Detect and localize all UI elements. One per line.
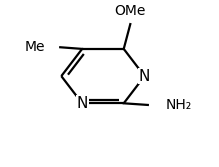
Text: OMe: OMe (115, 4, 146, 18)
Text: Me: Me (24, 40, 45, 54)
Text: N: N (76, 96, 88, 111)
Text: NH₂: NH₂ (165, 98, 192, 112)
Text: N: N (139, 69, 150, 84)
